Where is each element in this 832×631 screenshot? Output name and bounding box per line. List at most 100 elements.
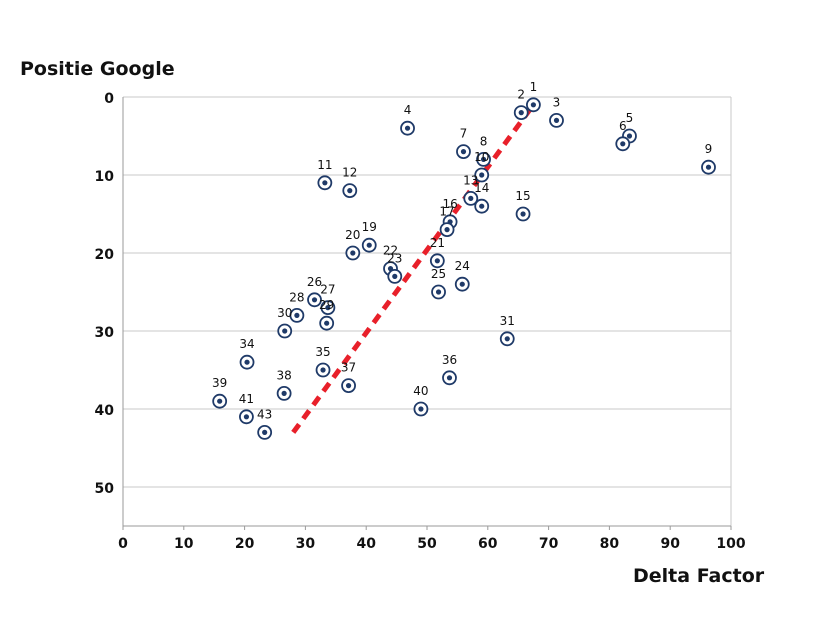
data-point-7: 7 (456, 127, 471, 160)
point-dot-28 (294, 312, 300, 318)
point-dot-31 (504, 336, 510, 342)
point-dot-7 (460, 149, 467, 155)
point-dot-4 (404, 125, 411, 131)
y-tick-label-40: 40 (95, 403, 115, 419)
x-tick-label-50: 50 (417, 536, 437, 552)
point-dot-24 (459, 281, 465, 287)
data-point-41: 41 (239, 392, 254, 425)
grid-lines (123, 96, 731, 488)
point-label-29: 29 (319, 298, 334, 312)
point-label-10: 10 (474, 150, 489, 164)
x-tick-label-90: 90 (660, 536, 680, 552)
point-label-22: 22 (383, 244, 398, 258)
point-label-8: 8 (480, 134, 488, 148)
point-label-5: 5 (626, 111, 634, 125)
x-tick-label-30: 30 (296, 536, 316, 552)
point-dot-41 (243, 414, 250, 420)
data-point-11: 11 (317, 158, 332, 191)
point-dot-26 (311, 297, 318, 303)
data-point-8: 8 (476, 134, 491, 167)
point-label-23: 23 (387, 251, 402, 265)
point-dot-40 (418, 406, 424, 412)
x-tick-label-80: 80 (600, 536, 620, 552)
point-dot-27 (325, 305, 331, 311)
point-label-30: 30 (277, 306, 292, 320)
point-label-16: 16 (442, 197, 457, 211)
x-tick-label-0: 0 (118, 536, 128, 552)
point-dot-20 (350, 250, 356, 256)
y-tick-label-20: 20 (95, 247, 115, 263)
x-axis-title: Delta Factor (633, 565, 765, 587)
data-point-24: 24 (455, 259, 470, 292)
point-dot-23 (392, 273, 398, 279)
point-dot-21 (434, 258, 440, 264)
point-dot-9 (705, 164, 712, 170)
point-label-31: 31 (500, 314, 515, 328)
data-point-20: 20 (345, 228, 360, 261)
point-dot-29 (324, 320, 330, 326)
x-tick-label-20: 20 (235, 536, 255, 552)
point-label-38: 38 (276, 368, 291, 382)
point-dot-5 (626, 133, 633, 139)
data-point-23: 23 (387, 251, 402, 284)
point-dot-15 (520, 211, 526, 217)
data-point-29: 29 (319, 298, 334, 331)
x-tick-label-60: 60 (478, 536, 498, 552)
data-point-35: 35 (315, 345, 331, 378)
point-label-26: 26 (307, 275, 322, 289)
point-label-11: 11 (317, 158, 332, 172)
point-label-25: 25 (431, 267, 446, 281)
point-label-20: 20 (345, 228, 360, 242)
point-dot-11 (322, 180, 328, 186)
point-dot-35 (320, 367, 326, 373)
point-label-34: 34 (239, 337, 254, 351)
point-label-39: 39 (212, 376, 227, 390)
data-point-31: 31 (500, 314, 515, 347)
point-dot-37 (345, 383, 352, 389)
point-label-6: 6 (619, 119, 627, 133)
point-dot-8 (480, 156, 487, 162)
point-label-9: 9 (705, 142, 713, 156)
x-tick-label-70: 70 (539, 536, 559, 552)
point-dot-10 (479, 172, 485, 178)
point-dot-39 (217, 398, 223, 404)
x-tick-label-40: 40 (356, 536, 376, 552)
point-dot-25 (435, 289, 442, 295)
y-tick-label-50: 50 (95, 481, 115, 497)
data-point-13: 13 (463, 173, 478, 206)
y-tick-label-10: 10 (95, 169, 115, 185)
data-point-21: 21 (430, 236, 445, 269)
point-label-2: 2 (517, 88, 525, 102)
data-point-6: 6 (615, 119, 631, 152)
point-label-3: 3 (553, 95, 561, 109)
point-label-40: 40 (413, 384, 428, 398)
point-label-27: 27 (320, 283, 335, 297)
data-point-30: 30 (277, 306, 292, 339)
data-point-39: 39 (212, 376, 227, 409)
point-dot-13 (468, 195, 474, 201)
data-point-3: 3 (549, 95, 564, 128)
point-label-17: 17 (439, 205, 454, 219)
point-dot-43 (262, 429, 268, 435)
point-label-36: 36 (442, 353, 457, 367)
point-dot-3 (553, 117, 560, 123)
data-point-27: 27 (320, 283, 336, 316)
point-label-4: 4 (404, 103, 412, 117)
x-tick-label-10: 10 (174, 536, 194, 552)
data-point-26: 26 (307, 275, 322, 308)
point-label-35: 35 (315, 345, 330, 359)
data-point-36: 36 (442, 353, 457, 386)
data-point-40: 40 (413, 384, 429, 417)
point-label-19: 19 (362, 220, 377, 234)
data-point-9: 9 (701, 142, 716, 175)
point-label-43: 43 (257, 407, 272, 421)
point-label-24: 24 (455, 259, 470, 273)
point-dot-14 (479, 203, 485, 209)
data-point-12: 12 (342, 166, 357, 199)
point-dot-1 (530, 102, 537, 108)
data-point-37: 37 (341, 361, 356, 394)
point-dot-30 (282, 328, 288, 334)
point-dot-12 (347, 188, 353, 194)
y-tick-label-0: 0 (104, 91, 114, 107)
